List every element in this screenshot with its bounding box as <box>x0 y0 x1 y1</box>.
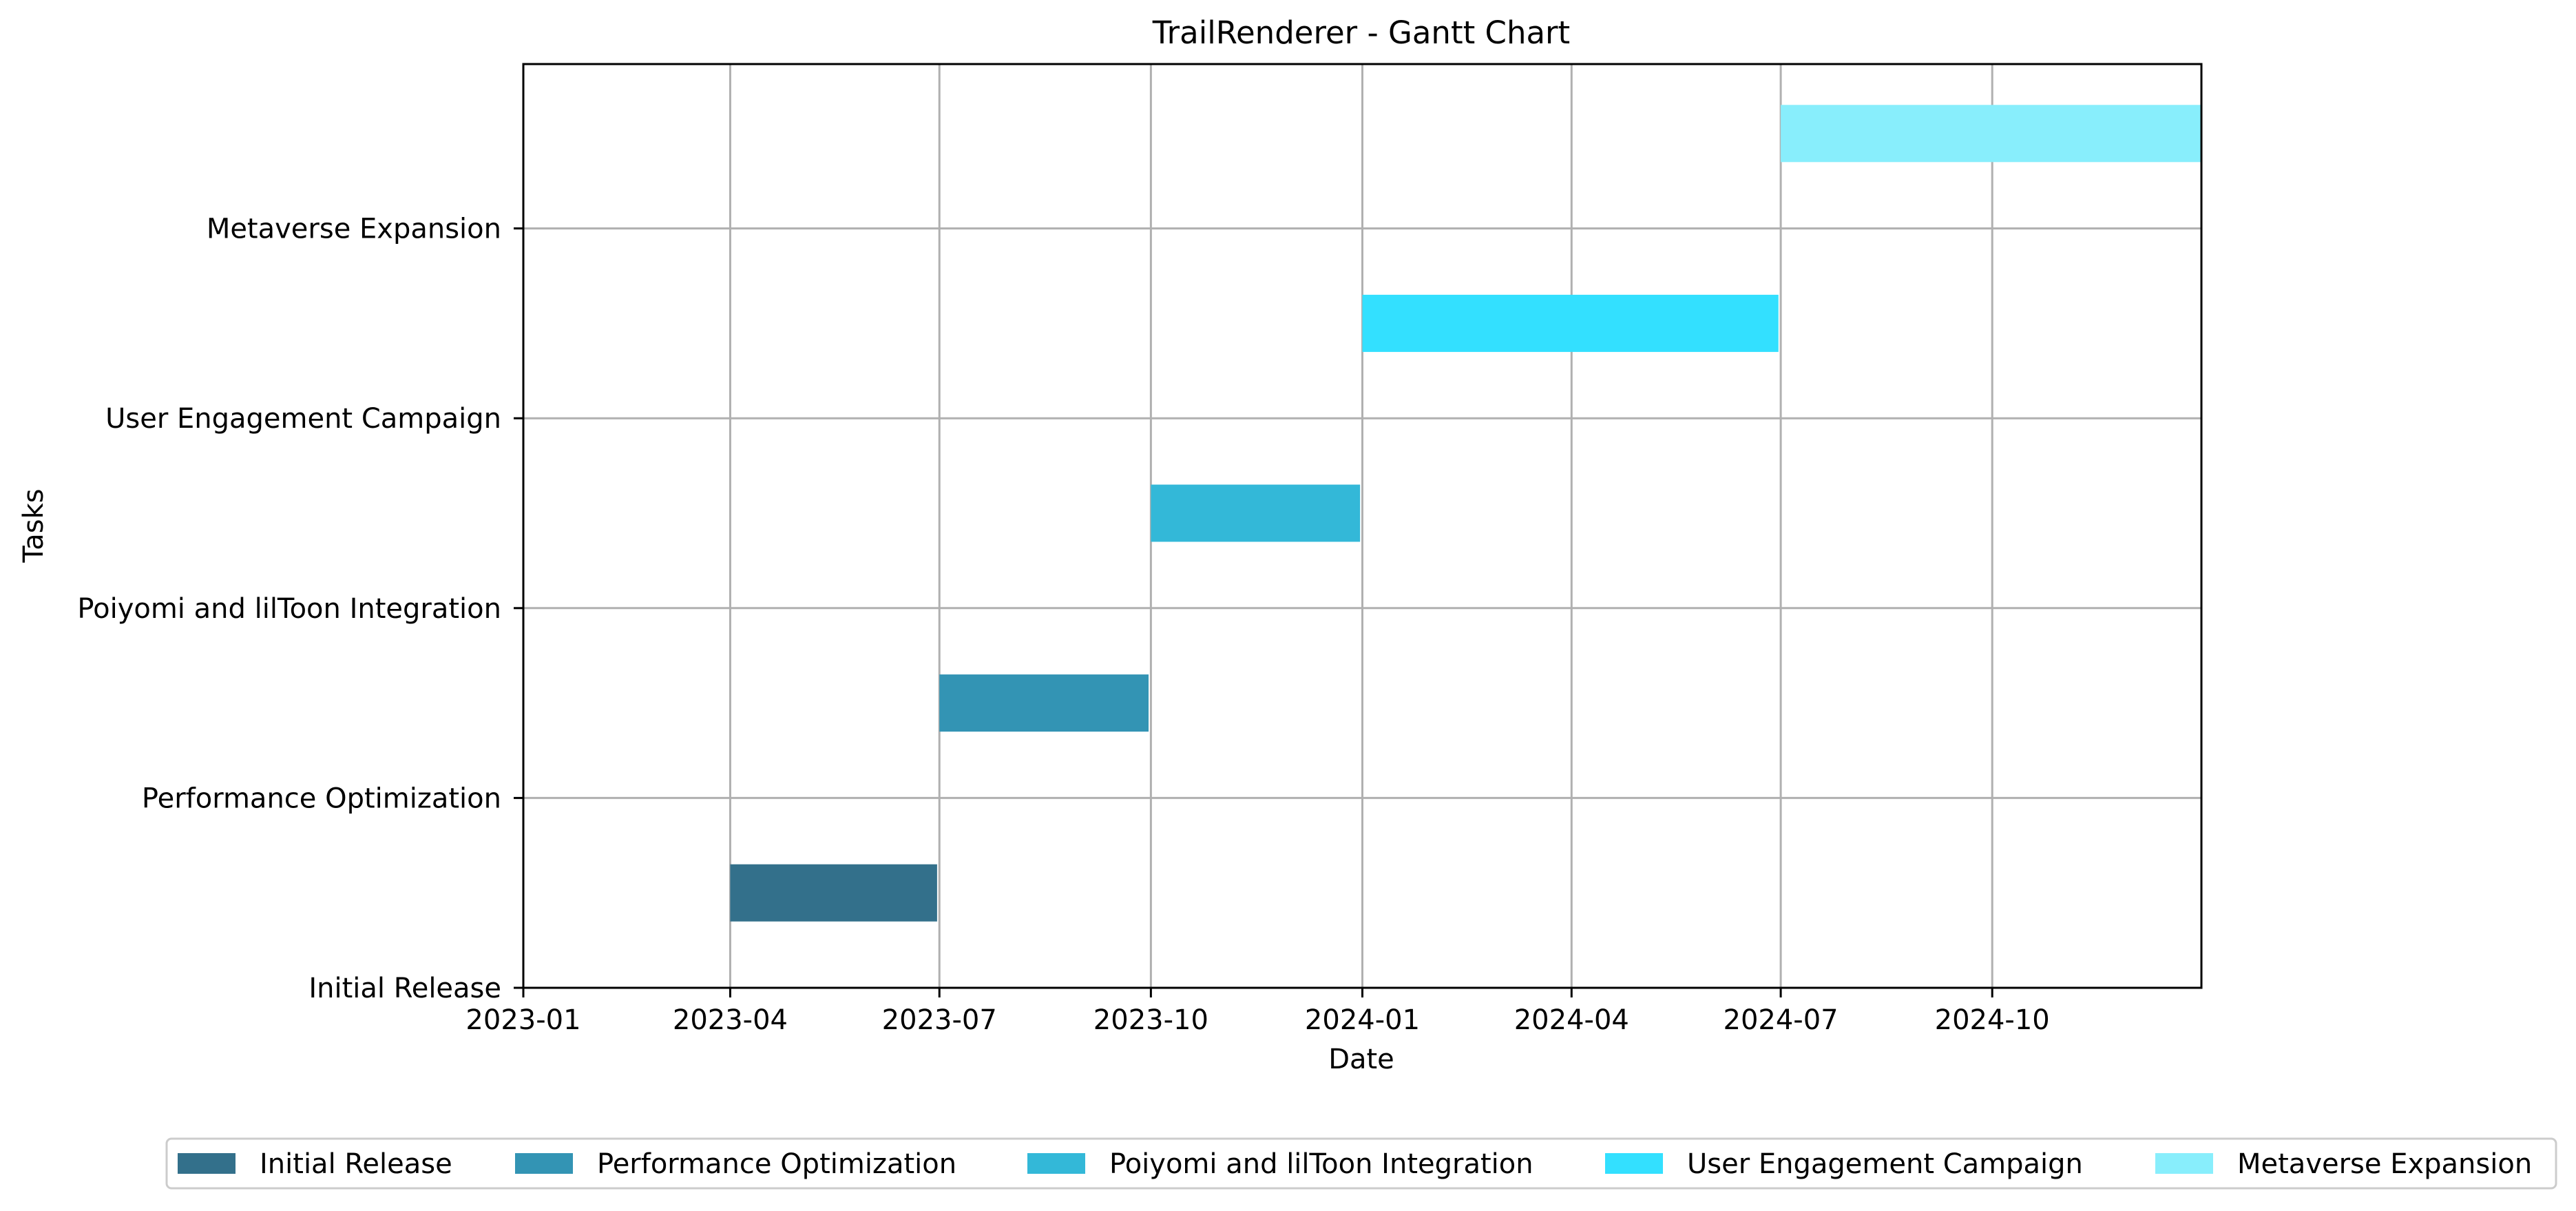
y-tick-label: Metaverse Expansion <box>207 214 501 245</box>
y-axis-label: Tasks <box>18 488 50 563</box>
legend-label: User Engagement Campaign <box>1687 1148 2083 1180</box>
gantt-bar <box>1151 484 1361 542</box>
bars <box>730 105 2201 922</box>
x-tick-label: 2023-10 <box>1093 1004 1208 1036</box>
gantt-bar <box>730 864 937 922</box>
x-axis-ticks: 2023-01 2023-04 2023-07 2023-10 2024-01 2024-… <box>465 988 2050 1036</box>
x-tick-label: 2024-10 <box>1935 1004 2050 1036</box>
x-tick-label: 2024-04 <box>1514 1004 1629 1036</box>
legend: Initial Release Performance Optimization P… <box>165 1137 2557 1190</box>
y-tick-label: Initial Release <box>308 973 501 1004</box>
legend-label: Metaverse Expansion <box>2237 1148 2532 1180</box>
gridlines <box>522 64 2201 988</box>
legend-frame <box>165 1137 2557 1190</box>
legend-label: Poiyomi and lilToon Integration <box>1109 1148 1533 1180</box>
x-tick-label: 2023-07 <box>882 1004 997 1036</box>
gantt-bar <box>1781 105 2201 163</box>
x-tick-label: 2024-07 <box>1724 1004 1839 1036</box>
gantt-bar <box>939 674 1149 732</box>
legend-label: Performance Optimization <box>597 1148 956 1180</box>
y-tick-label: Performance Optimization <box>142 783 501 814</box>
legend-swatch <box>515 1153 573 1174</box>
y-tick-label: Poiyomi and lilToon Integration <box>77 593 501 625</box>
chart-title: TrailRenderer - Gantt Chart <box>1152 14 1570 51</box>
y-tick-label: User Engagement Campaign <box>105 403 501 435</box>
legend-swatch <box>2155 1153 2213 1174</box>
x-tick-label: 2023-04 <box>673 1004 788 1036</box>
x-tick-label: 2023-01 <box>465 1004 580 1036</box>
legend-label: Initial Release <box>260 1148 452 1180</box>
legend-swatch <box>178 1153 235 1174</box>
y-axis-ticks: Initial Release Performance Optimization P… <box>77 214 523 1004</box>
x-tick-label: 2024-01 <box>1305 1004 1420 1036</box>
gantt-bar <box>1362 294 1779 352</box>
legend-swatch <box>1605 1153 1663 1174</box>
legend-swatch <box>1027 1153 1085 1174</box>
x-axis-label: Date <box>1328 1044 1394 1075</box>
